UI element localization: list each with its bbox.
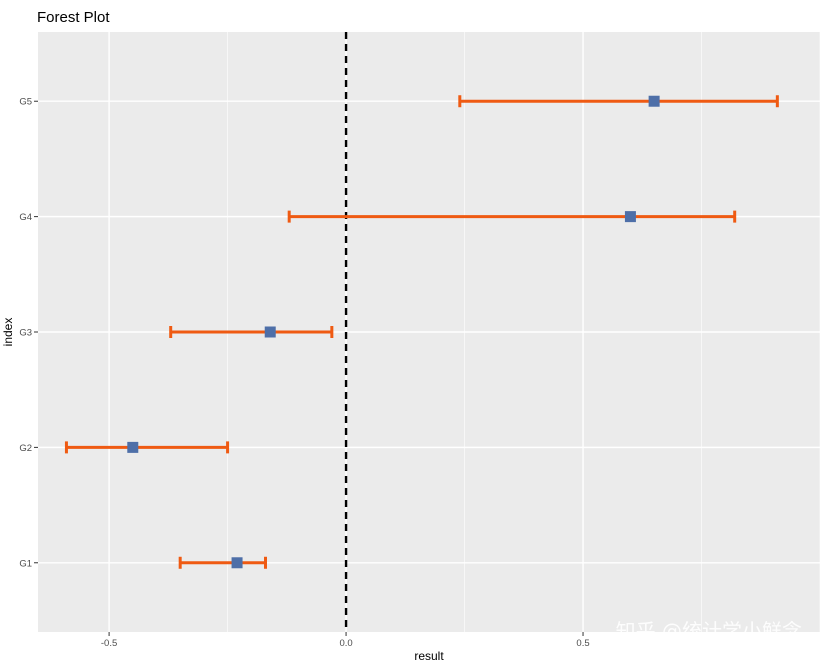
x-tick-label: 0.5 xyxy=(576,638,589,649)
y-tick-label-g3: G3 xyxy=(19,328,32,339)
y-tick-label-g4: G4 xyxy=(19,212,32,223)
point-estimate-g1 xyxy=(231,557,243,569)
point-estimate-g2 xyxy=(127,441,139,453)
x-tick-label: -0.5 xyxy=(101,638,117,649)
chart-title: Forest Plot xyxy=(37,9,110,26)
point-estimate-g5 xyxy=(648,95,660,107)
errorbar-group xyxy=(64,95,779,569)
x-tick-label: 0.0 xyxy=(339,638,352,649)
point-estimate-g3 xyxy=(264,326,276,338)
x-axis-ticks: -0.5 0.0 0.5 xyxy=(101,632,590,649)
y-axis-title: index xyxy=(1,318,15,347)
y-tick-label-g5: G5 xyxy=(19,97,32,108)
y-tick-label-g1: G1 xyxy=(19,558,32,569)
y-tick-label-g2: G2 xyxy=(19,443,32,454)
y-axis-ticks: G1 G2 G3 G4 G5 xyxy=(19,97,38,569)
point-estimate-g4 xyxy=(624,211,636,223)
watermark: 知乎 @统计学小鲜念 xyxy=(616,619,802,643)
point-group xyxy=(127,95,660,569)
x-axis-title: result xyxy=(414,649,444,663)
